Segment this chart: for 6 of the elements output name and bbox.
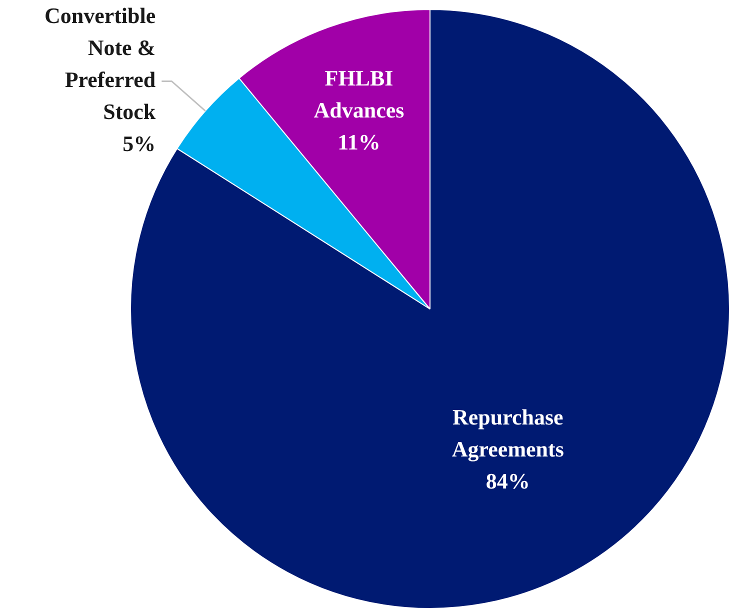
data-label: 11% xyxy=(338,129,380,154)
slice-label: Repurchase Agreements xyxy=(452,404,564,462)
slice-label: FHLBI Advances xyxy=(314,65,405,122)
data-label: 84% xyxy=(486,468,530,494)
data-label: 5% xyxy=(122,130,156,156)
slice-label: Convertible Note & Preferred Stock xyxy=(44,2,156,124)
